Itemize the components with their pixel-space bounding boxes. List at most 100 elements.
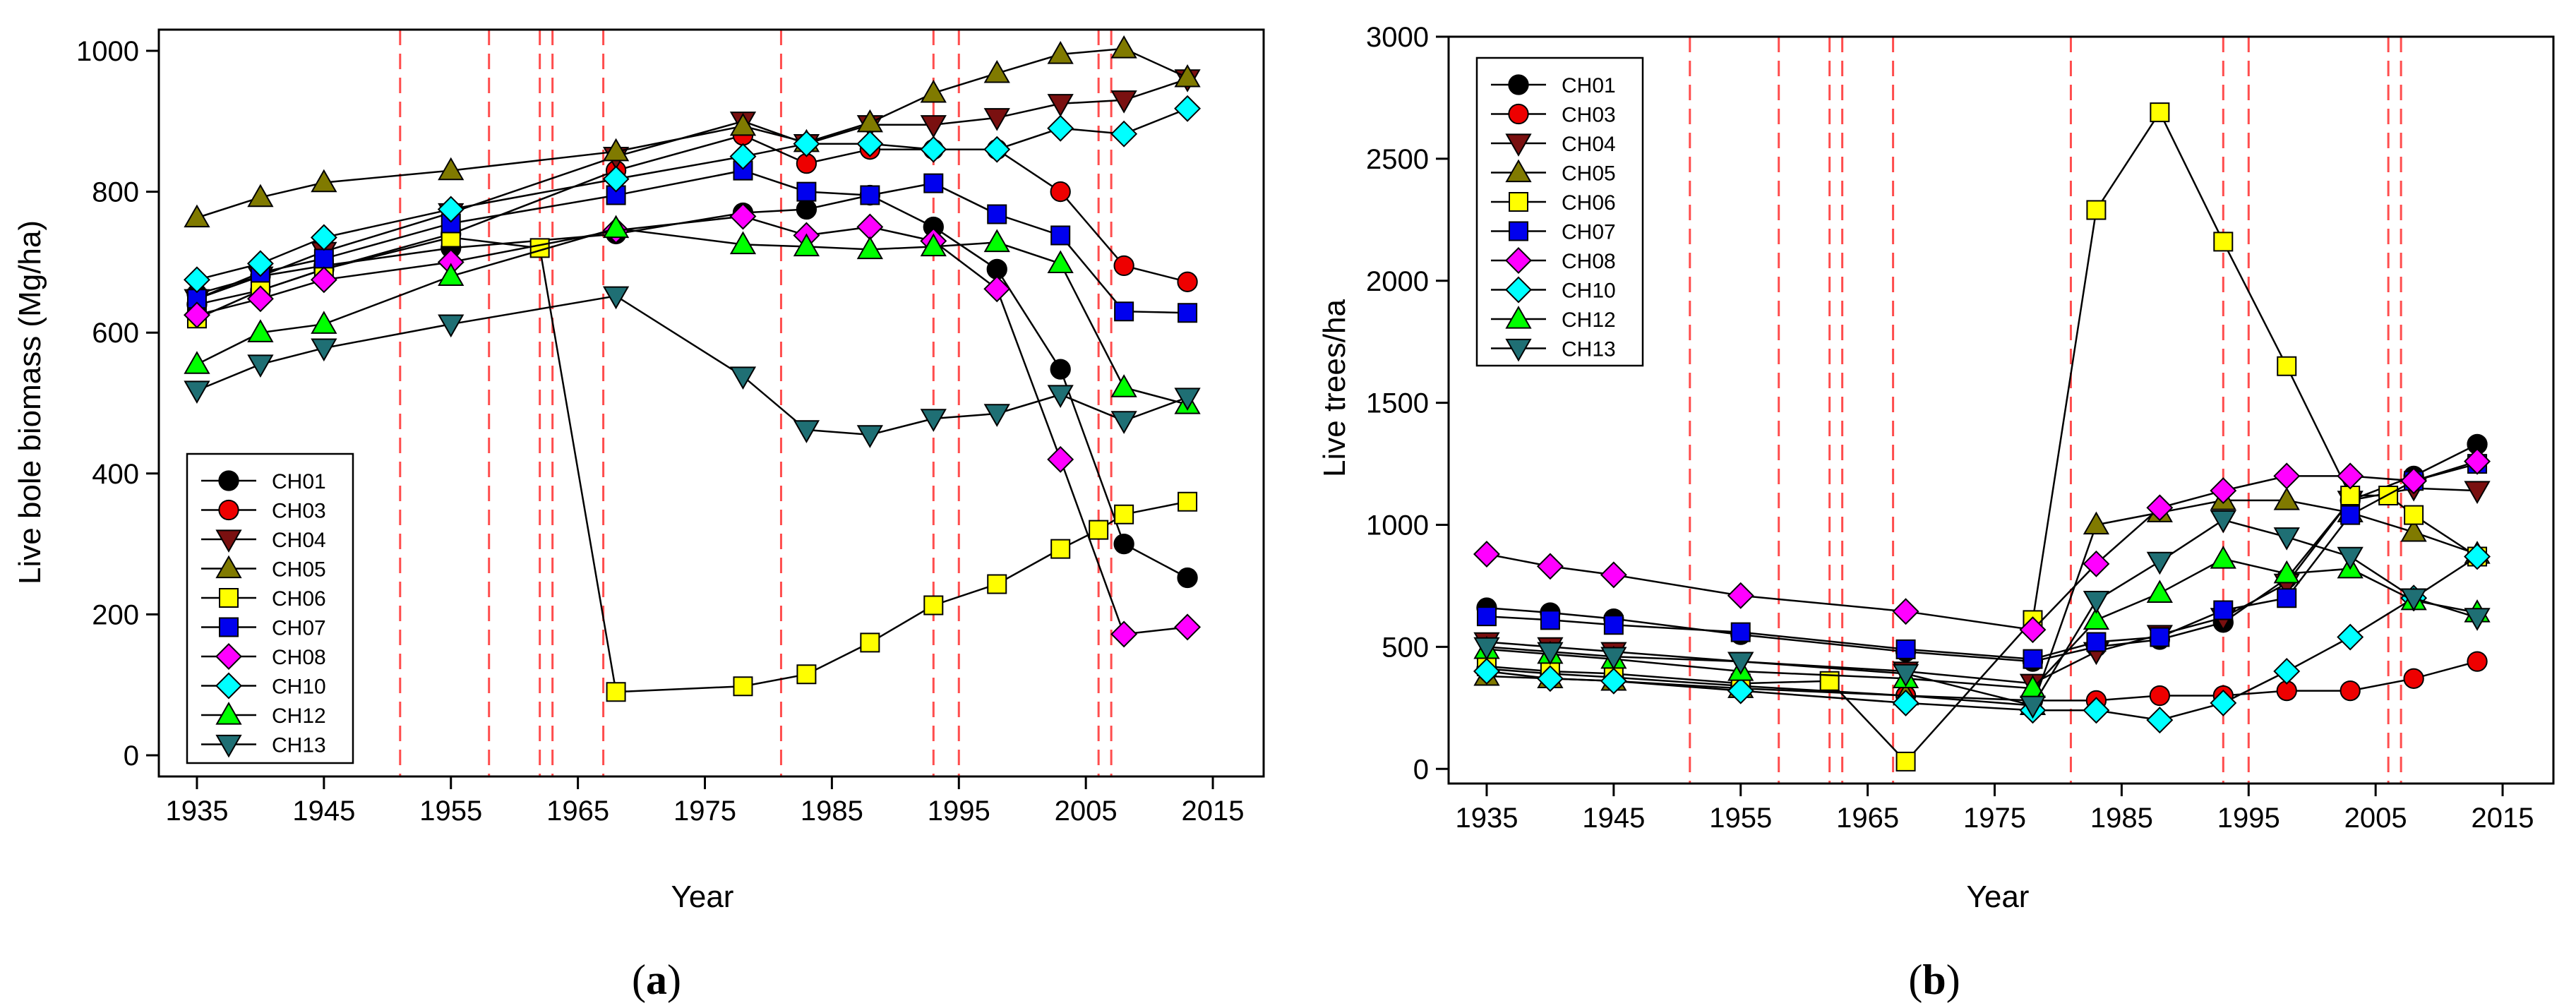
data-point (987, 204, 1007, 224)
panel-a-legend: CH01 CH03 CH04 CH05 CH06 CH07 CH08 CH10 CH12 CH13 (186, 452, 354, 764)
panel-b-caption-letter: b (1922, 956, 1946, 1003)
data-point (920, 233, 947, 257)
data-point (2340, 505, 2361, 525)
legend-label: CH05 (1562, 162, 1616, 186)
data-point (1473, 541, 1500, 568)
data-point (606, 682, 626, 702)
panel-b-legend: CH01 CH03 CH04 CH05 CH06 CH07 CH08 CH10 CH12 CH13 (1475, 56, 1644, 367)
data-point (2273, 527, 2300, 551)
panel-a-caption-open: ( (632, 956, 646, 1003)
data-point (437, 196, 465, 223)
series-ch07 (186, 160, 1198, 323)
y-tick-label: 800 (92, 177, 139, 208)
legend-label: CH06 (1562, 191, 1616, 215)
data-point (1050, 539, 1071, 559)
data-point (983, 59, 1010, 83)
data-point (856, 130, 884, 157)
series-ch10 (1473, 543, 2491, 734)
data-point (1537, 642, 1564, 666)
series-line (1486, 660, 2478, 702)
panel-b-caption-close: ) (1946, 956, 1960, 1003)
data-point (310, 266, 337, 294)
legend-marker (1509, 192, 1528, 212)
data-point (983, 404, 1010, 427)
data-point (438, 263, 465, 287)
legend-marker (215, 672, 242, 700)
x-tick-label: 1965 (1836, 803, 1899, 834)
data-point (729, 143, 757, 170)
legend-label: CH10 (1562, 280, 1616, 303)
data-point (602, 138, 630, 162)
legend-marker (219, 617, 239, 637)
series-line (196, 47, 1188, 219)
series-line (196, 169, 1188, 314)
data-point (2273, 657, 2301, 685)
y-tick-label: 200 (92, 599, 139, 630)
data-point (793, 233, 820, 257)
panel-b: 1935 1945 1955 1965 1975 1985 1995 2005 2015 0 50… (1317, 22, 2555, 1003)
x-tick-label: 1945 (1582, 803, 1645, 834)
series-ch04 (184, 69, 1201, 313)
y-tick-label: 500 (1382, 632, 1429, 663)
data-point (2213, 600, 2234, 620)
legend-marker (1505, 338, 1532, 362)
legend-marker (1508, 74, 1529, 95)
data-point (2150, 102, 2170, 123)
data-point (1047, 41, 1074, 64)
data-point (246, 285, 274, 313)
panel-a-caption-letter: a (646, 956, 667, 1003)
legend-marker (219, 588, 239, 608)
x-tick-label: 1985 (2090, 803, 2153, 834)
panel-a-legend-box (186, 452, 354, 764)
data-point (2146, 494, 2174, 522)
series-ch03 (186, 125, 1198, 315)
data-point (1174, 95, 1202, 122)
panel-b-caption-open: ( (1908, 956, 1922, 1003)
data-point (983, 229, 1010, 253)
legend-marker (1509, 221, 1528, 241)
y-tick-label: 600 (92, 318, 139, 349)
data-point (1895, 751, 1916, 772)
legend-label: CH01 (272, 470, 326, 493)
panel-a: 1935 1945 1955 1965 1975 1985 1995 2005 2015 0 20… (13, 28, 1265, 1003)
data-point (1178, 303, 1198, 323)
data-point (796, 152, 817, 174)
x-tick-label: 1955 (1709, 803, 1772, 834)
data-point (2400, 518, 2427, 542)
data-point (2404, 505, 2424, 525)
data-point (2019, 695, 2047, 719)
legend-marker (1505, 276, 1532, 304)
data-point (793, 420, 820, 443)
data-point (1892, 598, 1919, 625)
data-point (1113, 255, 1134, 277)
legend-marker (215, 702, 242, 725)
data-point (2400, 588, 2427, 612)
data-point (1110, 411, 1137, 434)
data-point (1050, 359, 1071, 380)
y-tick-label: 0 (1413, 754, 1429, 785)
panel-b-ylabel: Live trees/ha (1317, 299, 1352, 477)
data-point (2277, 588, 2297, 608)
data-point (983, 275, 1011, 303)
legend-label: CH04 (272, 529, 326, 552)
data-point (1089, 520, 1109, 540)
data-point (1536, 553, 1564, 580)
panel-b-disturbance-lines (1689, 37, 2402, 784)
series-ch07 (1476, 454, 2488, 669)
data-point (311, 338, 337, 362)
panel-a-x-axis: 1935 1945 1955 1965 1975 1985 1995 2005 2015 (165, 776, 1245, 827)
data-point (1174, 388, 1201, 411)
data-point (184, 301, 210, 329)
panel-a-y-axis: 0 200 400 600 800 1000 (76, 36, 159, 772)
data-point (2086, 200, 2107, 220)
legend-label: CH13 (1562, 338, 1616, 361)
series-line (1486, 460, 2478, 631)
legend-label: CH04 (1562, 133, 1616, 156)
data-point (2277, 356, 2297, 376)
series-ch05 (1473, 487, 2491, 716)
data-point (796, 664, 817, 685)
series-line (1486, 462, 2478, 660)
data-point (1600, 561, 1627, 589)
y-tick-label: 3000 (1366, 22, 1429, 53)
data-point (2083, 606, 2110, 630)
